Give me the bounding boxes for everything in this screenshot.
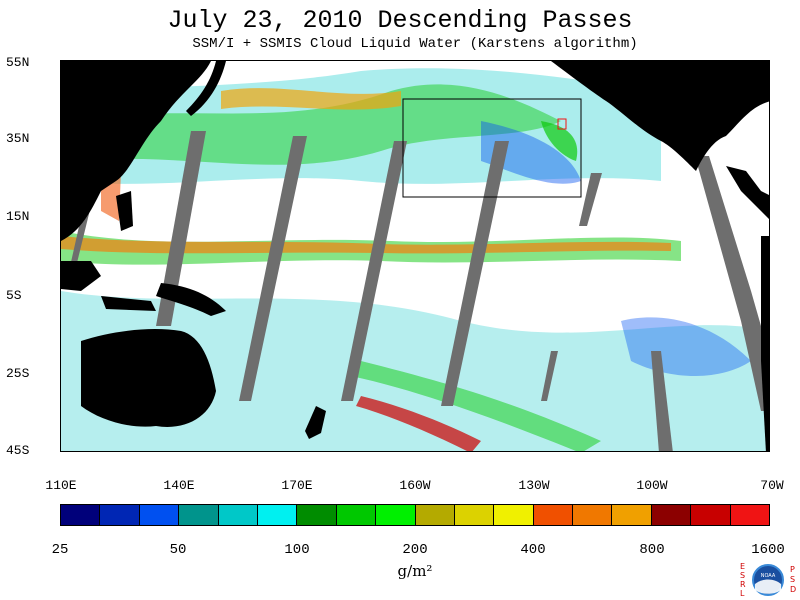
x-tick-label: 100W <box>636 478 668 493</box>
colorbar-swatch <box>651 505 692 525</box>
y-tick-label: 55N <box>6 55 30 70</box>
x-tick-label: 70W <box>760 478 784 493</box>
logo-letter: S <box>740 571 745 580</box>
colorbar-label: 1600 <box>751 542 785 558</box>
x-tick-label: 170E <box>281 478 313 493</box>
x-tick-label: 130W <box>518 478 550 493</box>
colorbar-swatch <box>415 505 455 525</box>
colorbar-swatch <box>730 505 770 525</box>
region-box <box>402 98 582 198</box>
y-tick-label: 45S <box>6 443 30 458</box>
x-tick-label: 160W <box>399 478 431 493</box>
colorbar-swatch <box>297 505 337 525</box>
colorbar-swatch <box>691 505 731 525</box>
y-tick-label: 35N <box>6 131 30 146</box>
colorbar-label: 800 <box>639 542 665 558</box>
logo-letter: P <box>790 565 795 574</box>
map-canvas <box>61 61 769 451</box>
colorbar-swatch <box>376 505 416 525</box>
colorbar-swatch <box>218 505 258 525</box>
colorbar-swatch <box>336 505 377 525</box>
colorbar-swatch <box>100 505 140 525</box>
colorbar-label: 25 <box>51 542 69 558</box>
colorbar-label: 50 <box>169 542 187 558</box>
colorbar-swatch <box>179 505 219 525</box>
colorbar-swatch <box>573 505 613 525</box>
logo-letter: D <box>790 585 796 594</box>
y-tick-label: 25S <box>6 366 30 381</box>
x-tick-label: 110E <box>45 478 77 493</box>
colorbar-label: 100 <box>284 542 310 558</box>
colorbar <box>60 504 770 526</box>
colorbar-label: 400 <box>520 542 546 558</box>
colorbar-units: g/m² <box>397 562 433 580</box>
colorbar-swatch <box>139 505 180 525</box>
logo-letter: E <box>740 562 745 571</box>
map-subtitle: SSM/I + SSMIS Cloud Liquid Water (Karste… <box>192 36 638 52</box>
missing-swaths <box>69 131 769 451</box>
x-tick-label: 140E <box>163 478 195 493</box>
y-tick-label: 15N <box>6 209 30 224</box>
land-masses <box>61 61 769 451</box>
cloud-water-map <box>60 60 770 452</box>
colorbar-swatch <box>61 505 101 525</box>
colorbar-swatch <box>533 505 574 525</box>
y-tick-label: 5S <box>6 288 22 303</box>
colorbar-swatch <box>454 505 495 525</box>
logo-center: NOAA <box>761 573 776 579</box>
colorbar-swatch <box>494 505 534 525</box>
logo-letter: L <box>740 589 745 598</box>
logo-letter: S <box>790 575 795 584</box>
logo-letter: R <box>740 580 746 589</box>
colorbar-swatch <box>612 505 652 525</box>
region-box-inner <box>557 118 567 130</box>
colorbar-label: 200 <box>402 542 428 558</box>
noaa-logo: E S R L NOAA P S D <box>740 562 796 598</box>
map-title: July 23, 2010 Descending Passes <box>167 6 633 35</box>
colorbar-swatch <box>257 505 298 525</box>
